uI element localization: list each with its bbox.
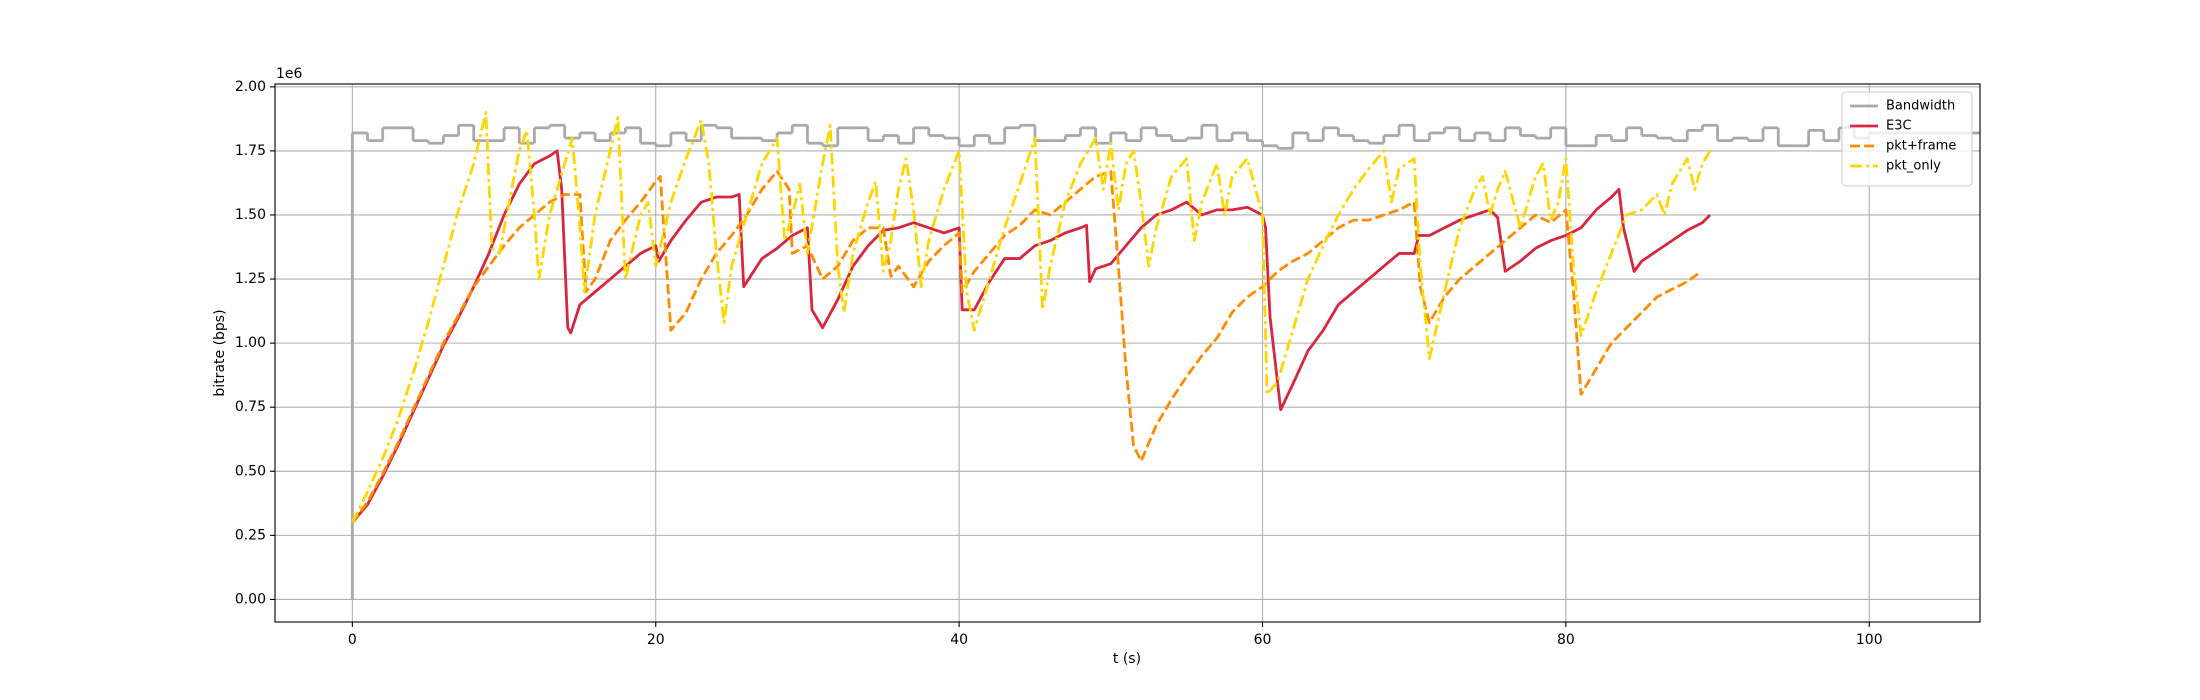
plot-area [350, 111, 1980, 600]
x-tick-label: 0 [348, 632, 357, 648]
x-tick-label: 80 [1557, 632, 1575, 648]
y-tick-label: 0.50 [235, 463, 266, 479]
y-tick-label: 1.25 [235, 271, 266, 287]
series-line [351, 111, 1712, 524]
y-tick-label: 1.50 [235, 207, 266, 223]
x-tick-label: 100 [1856, 632, 1883, 648]
y-axis-label: bitrate (bps) [212, 309, 228, 396]
x-tick-label: 20 [647, 632, 665, 648]
series-line [351, 149, 1711, 524]
y-tick-label: 1.75 [235, 143, 266, 159]
x-axis-label: t (s) [1113, 651, 1141, 667]
x-tick-label: 60 [1254, 632, 1272, 648]
axes-frame [274, 83, 1981, 623]
legend-label: pkt_only [1886, 159, 1941, 174]
legend-label: Bandwidth [1886, 99, 1955, 114]
legend-label: E3C [1886, 119, 1912, 134]
legend-label: pkt+frame [1886, 139, 1956, 154]
y-tick-label: 0.25 [235, 527, 266, 543]
x-tick-label: 40 [950, 632, 968, 648]
y-offset-label: 1e6 [276, 66, 303, 82]
series-line [351, 170, 1699, 524]
y-tick-label: 0.75 [235, 399, 266, 415]
y-tick-label: 0.00 [235, 591, 266, 607]
y-tick-label: 1.00 [235, 335, 266, 351]
y-tick-label: 2.00 [235, 79, 266, 95]
legend-box [1841, 91, 1973, 187]
